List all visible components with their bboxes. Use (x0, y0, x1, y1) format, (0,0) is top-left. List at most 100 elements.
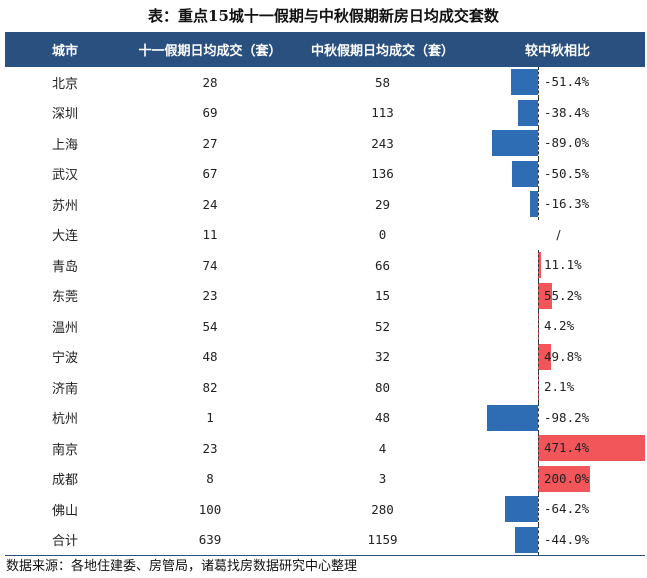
change-cell: 11.1% (472, 250, 645, 281)
table-title: 表：重点15城十一假期与中秋假期新房日均成交套数 (148, 7, 499, 25)
change-value: -44.9% (544, 531, 590, 547)
national-day-avg: 639 (198, 532, 222, 548)
table-row: 苏州 24 29 -16.3% (5, 189, 645, 220)
city-name: 大连 (51, 229, 78, 245)
mid-autumn-avg: 243 (371, 135, 394, 151)
change-value: 4.2% (544, 318, 575, 333)
table-header: 城市 十一假期日均成交（套） 中秋假期日均成交（套） 较中秋相比 (5, 32, 645, 67)
table-row: 济南 82 80 2.1% (5, 372, 645, 403)
mid-autumn-avg: 280 (371, 501, 394, 517)
change-cell: 4.2% (472, 311, 645, 342)
mid-autumn-avg: 52 (374, 318, 391, 334)
mid-autumn-avg: 136 (371, 166, 394, 182)
city-name: 上海 (51, 137, 78, 153)
national-day-avg: 28 (202, 74, 218, 90)
zero-axis (538, 524, 539, 555)
mid-autumn-avg: 1159 (367, 532, 398, 548)
change-value: -38.4% (544, 104, 590, 120)
table-row: 上海 27 243 -89.0% (5, 128, 645, 159)
mid-autumn-avg: 15 (374, 288, 391, 304)
zero-axis (538, 341, 539, 372)
table-row: 大连 11 0 / (5, 220, 645, 251)
change-cell: -16.3% (472, 189, 645, 220)
mid-autumn-avg: 66 (374, 257, 391, 273)
negative-change-bar (511, 69, 538, 95)
change-value: 2.1% (544, 379, 575, 394)
change-value: -64.2% (544, 501, 590, 516)
table-row: 成都 8 3 200.0% (5, 463, 645, 494)
change-cell: 471.4% (472, 433, 645, 464)
change-cell: 49.8% (472, 341, 645, 372)
change-cell: -64.2% (472, 494, 645, 525)
negative-change-bar (518, 99, 538, 126)
change-cell: -38.4% (472, 97, 645, 128)
positive-change-bar (538, 435, 645, 461)
negative-change-bar (491, 130, 538, 156)
zero-axis (538, 128, 539, 159)
national-day-avg: 24 (202, 196, 218, 212)
change-value: -51.4% (544, 74, 590, 89)
national-day-avg: 1 (206, 410, 214, 426)
mid-autumn-avg: 0 (378, 227, 387, 243)
zero-axis (538, 463, 539, 494)
positive-change-bar (538, 465, 590, 492)
table-row: 宁波 48 32 49.8% (5, 341, 645, 372)
table-body: 北京 28 58 -51.4% 深圳 69 113 -38.4% 上海 27 243 -89.0% 武汉… (5, 67, 645, 555)
national-day-avg: 48 (202, 349, 218, 365)
national-day-avg: 82 (202, 379, 218, 395)
header-change: 较中秋相比 (524, 44, 590, 59)
change-value: 55.2% (544, 287, 582, 303)
change-cell: -89.0% (472, 128, 645, 159)
table-row: 南京 23 4 471.4% (5, 433, 645, 464)
zero-axis (538, 250, 539, 281)
positive-change-bar (538, 282, 553, 309)
national-day-avg: 8 (206, 471, 214, 487)
table-row: 温州 54 52 4.2% (5, 311, 645, 342)
national-day-avg: 100 (198, 501, 222, 517)
national-day-avg: 54 (202, 318, 218, 334)
mid-autumn-avg: 48 (374, 410, 391, 426)
zero-axis (538, 280, 539, 311)
positive-change-bar (538, 252, 541, 278)
table-row: 青岛 74 66 11.1% (5, 250, 645, 281)
change-value: -98.2% (544, 409, 590, 425)
table-row: 佛山 100 280 -64.2% (5, 494, 645, 525)
city-name: 南京 (51, 442, 78, 458)
city-name: 青岛 (51, 259, 78, 275)
table-row: 东莞 23 15 55.2% (5, 280, 645, 311)
source-note: 数据来源：各地住建委、房管局，诸葛找房数据研究中心整理 (6, 559, 358, 574)
zero-axis (538, 494, 539, 525)
national-day-avg: 74 (202, 257, 218, 273)
change-value: 471.4% (544, 440, 590, 455)
city-name: 深圳 (51, 107, 78, 123)
header-national-day: 十一假期日均成交（套） (138, 44, 282, 59)
table-row: 北京 28 58 -51.4% (5, 67, 645, 98)
change-value: -16.3% (544, 196, 590, 211)
header-mid-autumn: 中秋假期日均成交（套） (310, 44, 454, 59)
change-cell: 200.0% (472, 463, 645, 494)
mid-autumn-avg: 58 (374, 74, 391, 90)
mid-autumn-avg: 29 (374, 196, 391, 212)
change-value: 11.1% (544, 257, 582, 272)
zero-axis (538, 189, 539, 220)
change-value: -50.5% (544, 165, 590, 181)
national-day-avg: 69 (202, 105, 218, 121)
city-name: 苏州 (51, 198, 78, 214)
table-bottom-border (5, 555, 645, 556)
change-cell: / (472, 220, 645, 251)
change-value: 49.8% (544, 348, 582, 364)
change-cell: -44.9% (472, 524, 645, 555)
header-city: 城市 (51, 44, 78, 59)
negative-change-bar (504, 496, 538, 522)
mid-autumn-avg: 32 (374, 349, 391, 365)
national-day-avg: 27 (202, 135, 218, 151)
change-value: / (556, 226, 561, 242)
city-name: 宁波 (51, 351, 78, 367)
zero-axis (538, 158, 539, 189)
national-day-avg: 67 (202, 166, 218, 182)
city-name: 成都 (51, 473, 78, 489)
table-row: 深圳 69 113 -38.4% (5, 97, 645, 128)
negative-change-bar (529, 191, 538, 217)
city-name: 武汉 (51, 168, 78, 184)
change-cell: -50.5% (472, 158, 645, 189)
